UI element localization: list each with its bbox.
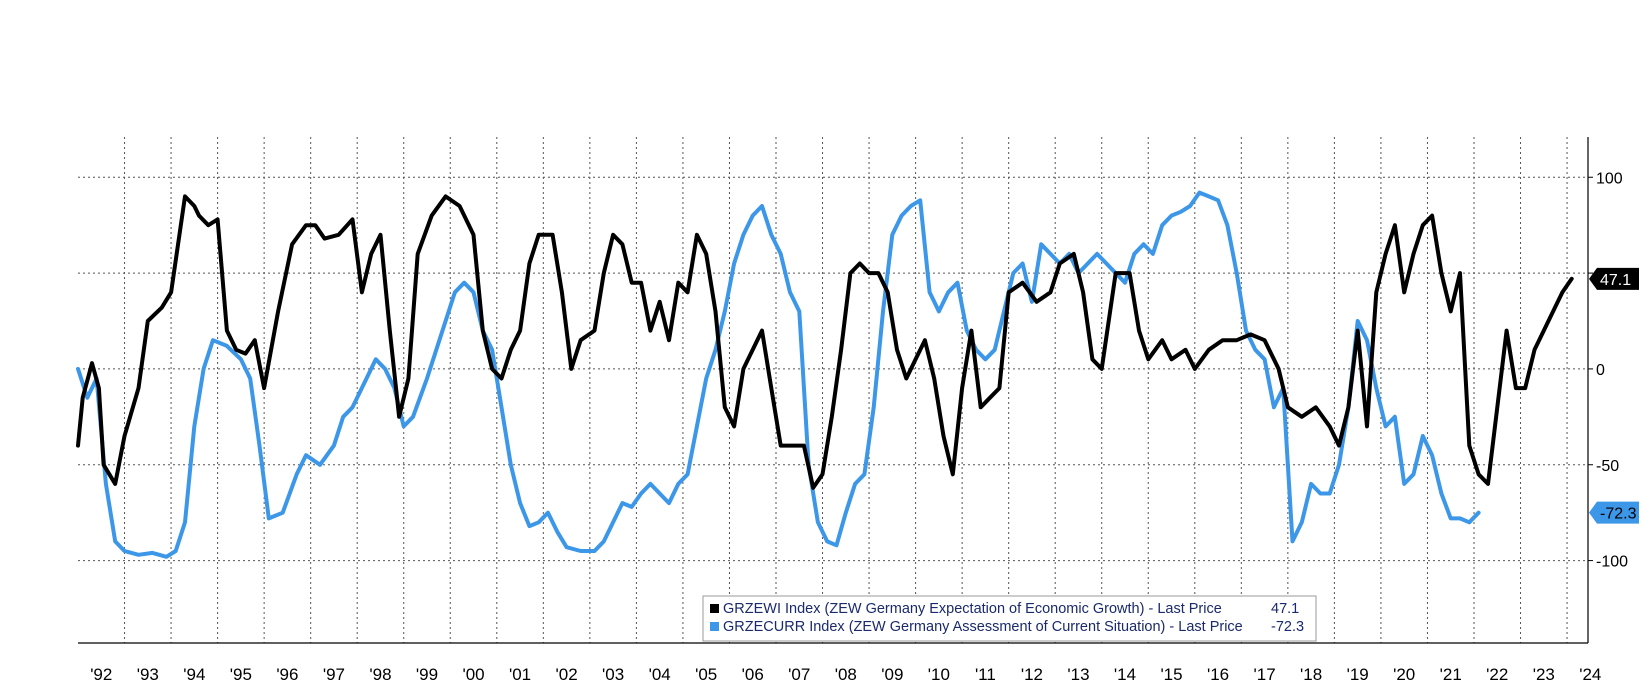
- x-tick-label: '12: [1021, 665, 1043, 684]
- y-tick-label: 0: [1596, 362, 1605, 379]
- x-tick-label: '08: [835, 665, 857, 684]
- legend-label-grzewi: GRZEWI Index (ZEW Germany Expectation of…: [723, 601, 1222, 617]
- x-tick-label: '24: [1579, 665, 1601, 684]
- x-tick-label: '21: [1440, 665, 1462, 684]
- x-tick-label: '97: [323, 665, 345, 684]
- x-tick-label: '09: [881, 665, 903, 684]
- x-tick-label: '92: [90, 665, 112, 684]
- x-tick-label: '13: [1067, 665, 1089, 684]
- x-tick-label: '22: [1486, 665, 1508, 684]
- legend-swatch-grzewi: [710, 604, 719, 613]
- x-tick-label: '16: [1207, 665, 1229, 684]
- y-tick-label: -50: [1596, 458, 1619, 475]
- x-tick-label: '94: [183, 665, 205, 684]
- x-tick-label: '98: [369, 665, 391, 684]
- series-layer: [76, 190, 1574, 559]
- x-tick-label: '95: [230, 665, 252, 684]
- x-tick-label: '01: [509, 665, 531, 684]
- x-tick-labels: '92 '93 '94 '95 '96 '97 '98 '99 '00 '01 '02 '03 '04 '…: [90, 665, 1601, 684]
- legend-label-grzecurr: GRZECURR Index (ZEW Germany Assessment o…: [723, 619, 1243, 635]
- axes: [78, 137, 1593, 644]
- legend-swatch-grzecurr: [710, 622, 719, 631]
- y-tick-labels: 100500-50-100: [1596, 170, 1628, 570]
- last-value-tags: 47.1 -72.3: [1589, 267, 1639, 524]
- x-tick-label: '99: [416, 665, 438, 684]
- x-tick-label: '06: [742, 665, 764, 684]
- x-tick-label: '23: [1533, 665, 1555, 684]
- legend-value-grzecurr: -72.3: [1271, 619, 1304, 635]
- last-value-tag-grzecurr-bg: [1589, 501, 1639, 524]
- last-value-tag-grzewi-text: 47.1: [1600, 272, 1631, 289]
- x-tick-label: '07: [788, 665, 810, 684]
- x-tick-label: '20: [1393, 665, 1415, 684]
- grid-lines: [78, 137, 1588, 643]
- x-tick-label: '96: [276, 665, 298, 684]
- series-line-grzewi: [76, 194, 1574, 490]
- x-tick-label: '19: [1347, 665, 1369, 684]
- last-value-tag-grzewi-bg: [1589, 267, 1639, 290]
- x-tick-label: '93: [137, 665, 159, 684]
- x-tick-label: '02: [556, 665, 578, 684]
- last-value-tag-grzecurr-text: -72.3: [1600, 506, 1637, 523]
- y-tick-label: 100: [1596, 170, 1623, 187]
- x-tick-label: '15: [1160, 665, 1182, 684]
- legend-value-grzewi: 47.1: [1271, 601, 1299, 617]
- x-tick-label: '17: [1254, 665, 1276, 684]
- x-tick-label: '18: [1300, 665, 1322, 684]
- x-tick-label: '14: [1114, 665, 1136, 684]
- x-tick-label: '10: [928, 665, 950, 684]
- x-tick-label: '00: [462, 665, 484, 684]
- legend-box: [702, 595, 1317, 642]
- x-tick-label: '11: [975, 665, 996, 684]
- x-tick-label: '04: [649, 665, 671, 684]
- legend: GRZEWI Index (ZEW Germany Expectation of…: [702, 595, 1317, 642]
- x-tick-label: '05: [695, 665, 717, 684]
- x-tick-label: '03: [602, 665, 624, 684]
- y-tick-label: -100: [1596, 554, 1628, 571]
